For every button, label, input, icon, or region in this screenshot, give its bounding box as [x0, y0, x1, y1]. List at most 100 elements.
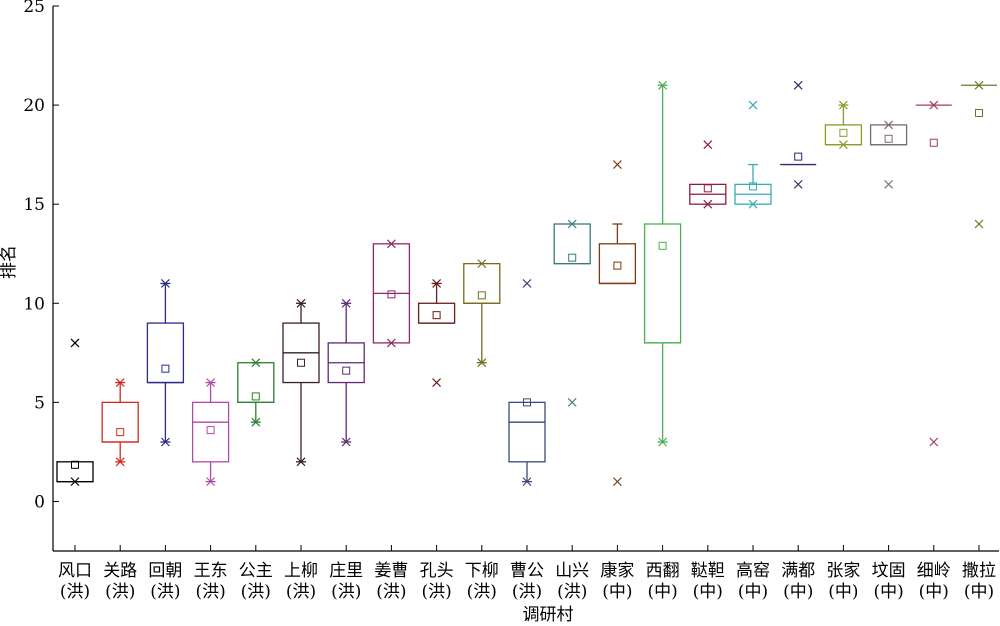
- max-marker: [974, 80, 984, 90]
- max-marker: [70, 338, 80, 348]
- x-tick-label-name: 坟固: [872, 561, 906, 581]
- min-marker: [386, 338, 396, 348]
- min-marker: [160, 437, 170, 447]
- mean-marker: [251, 392, 260, 401]
- min-marker: [703, 199, 713, 209]
- box-rect: [237, 362, 275, 404]
- max-marker: [838, 100, 848, 110]
- max-marker: [477, 259, 487, 269]
- y-tick-label: 20: [23, 96, 45, 116]
- x-tick-label-name: 王东: [194, 561, 228, 581]
- mean-marker: [975, 109, 983, 118]
- box-2: [101, 378, 139, 467]
- box-rect: [824, 124, 863, 146]
- min-marker: [884, 179, 894, 189]
- x-tick-label-region: (洪): [150, 582, 180, 602]
- x-tick-label-region: (洪): [241, 582, 271, 602]
- box-rect: [191, 401, 230, 463]
- box-5: [237, 358, 275, 427]
- mean-marker: [703, 184, 712, 193]
- box-rect: [553, 223, 591, 265]
- box-rect: [508, 401, 546, 463]
- x-tick-label-region: (中): [783, 582, 813, 602]
- mean-marker: [71, 460, 79, 469]
- mean-marker: [206, 426, 215, 435]
- x-tick-label-region: (洪): [331, 582, 361, 602]
- y-tick-label: 0: [34, 492, 45, 512]
- min-marker: [115, 457, 125, 467]
- mean-marker: [568, 253, 577, 262]
- y-tick-label: 15: [23, 195, 45, 215]
- box-6: [282, 298, 320, 467]
- mean-marker: [161, 364, 170, 373]
- x-tick-label-name: 康家: [600, 561, 634, 581]
- x-tick-label-region: (洪): [286, 582, 316, 602]
- box-rect: [598, 243, 637, 285]
- box-18: [824, 100, 863, 150]
- x-tick-label-region: (中): [647, 582, 677, 602]
- x-tick-label-name: 下柳: [465, 561, 499, 581]
- x-tick-label-name: 鞑靼: [691, 561, 725, 581]
- mean-marker: [477, 291, 486, 300]
- mean-marker: [658, 241, 667, 250]
- x-tick-label-name: 西翻: [646, 561, 680, 581]
- x-tick-label-region: (中): [693, 582, 723, 602]
- min-marker: [567, 397, 577, 407]
- max-marker: [522, 279, 532, 288]
- x-tick-label-name: 回朝: [148, 561, 182, 581]
- box-15: [689, 140, 727, 209]
- min-marker: [522, 477, 532, 487]
- x-tick-label-region: (中): [964, 582, 994, 602]
- box-21: [961, 80, 997, 229]
- min-marker: [974, 219, 984, 229]
- min-marker: [477, 358, 487, 368]
- x-tick-label-region: (洪): [376, 582, 406, 602]
- x-tick-label-name: 风口: [58, 561, 92, 581]
- box-20: [915, 100, 952, 447]
- max-marker: [432, 279, 442, 288]
- max-marker: [612, 160, 622, 169]
- max-marker: [251, 358, 261, 368]
- box-12: [553, 219, 591, 407]
- x-tick-label-region: (洪): [60, 582, 90, 602]
- min-marker: [296, 457, 306, 467]
- x-tick-label-region: (洪): [467, 582, 497, 602]
- x-tick-labels: 风口(洪)关路(洪)回朝(洪)王东(洪)公主(洪)上柳(洪)庄里(洪)姜曹(洪)…: [58, 545, 996, 602]
- max-marker: [748, 100, 758, 110]
- boxes: [56, 80, 997, 487]
- x-tick-label-name: 撒拉: [962, 561, 996, 581]
- mean-marker: [749, 182, 757, 191]
- max-marker: [341, 298, 351, 308]
- max-marker: [206, 378, 216, 387]
- box-rect: [417, 302, 456, 324]
- x-tick-label-region: (洪): [557, 582, 587, 602]
- max-marker: [160, 279, 170, 288]
- x-tick-label-name: 关路: [103, 561, 137, 581]
- mean-marker: [342, 366, 351, 375]
- y-axis-label: 排名: [0, 245, 19, 279]
- x-tick-label-region: (中): [828, 582, 858, 602]
- x-tick-label-name: 孔头: [420, 561, 454, 581]
- max-marker: [567, 219, 577, 229]
- x-tick-label-name: 上柳: [284, 561, 318, 581]
- x-tick-label-name: 曹公: [510, 561, 544, 581]
- mean-marker: [794, 152, 803, 161]
- box-rect: [146, 322, 185, 384]
- mean-marker: [297, 358, 305, 367]
- box-14: [643, 80, 682, 447]
- max-marker: [658, 80, 668, 90]
- x-tick-label-name: 山兴: [555, 561, 589, 581]
- mean-marker: [523, 398, 531, 407]
- max-marker: [386, 239, 396, 249]
- min-marker: [612, 477, 622, 487]
- x-tick-label-name: 庄里: [329, 561, 363, 581]
- max-marker: [884, 120, 894, 130]
- x-tick-label-name: 满都: [781, 561, 815, 581]
- box-3: [146, 279, 185, 447]
- min-marker: [793, 179, 803, 189]
- x-tick-label-region: (洪): [421, 582, 451, 602]
- mean-marker: [432, 311, 441, 320]
- box-10: [463, 259, 501, 368]
- box-1: [56, 338, 94, 487]
